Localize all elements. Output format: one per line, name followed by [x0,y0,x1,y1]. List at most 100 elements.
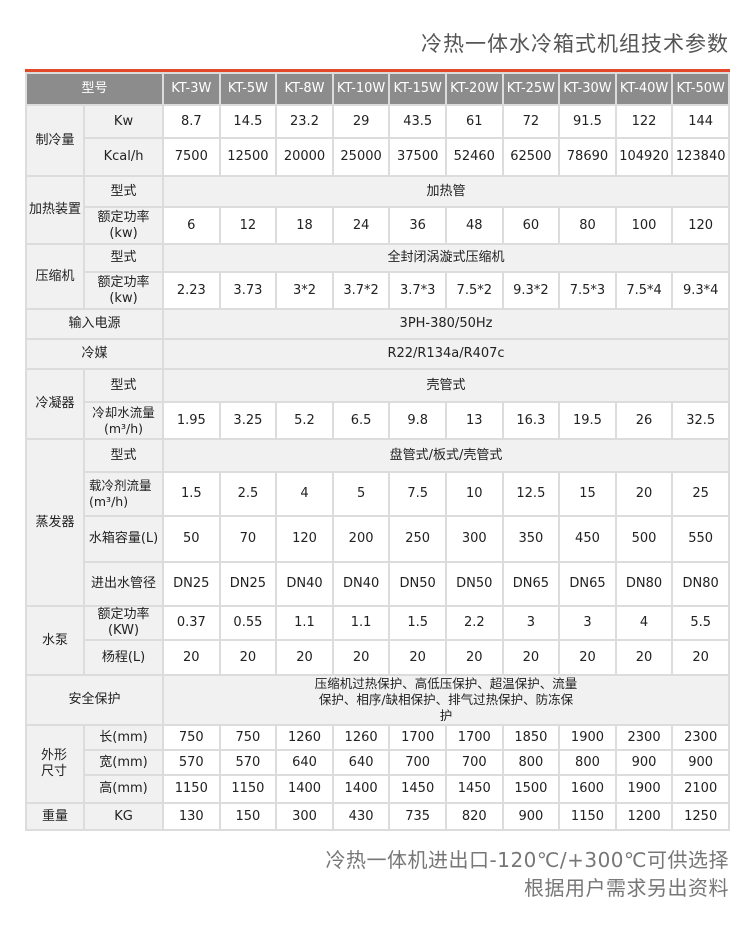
value-cell: 550 [671,515,730,563]
value-cell: 20 [501,639,561,676]
value-cell: 700 [444,749,504,776]
value-cell: 61 [444,104,504,139]
row-label: 进出水管径 [82,561,165,607]
value-cell: 48 [444,206,504,245]
value-cell: 120 [275,515,334,563]
value-cell: DN50 [444,561,504,607]
value-cell: 100 [614,206,674,245]
table-row: 安全保护 压缩机过热保护、高低压保护、超温保护、流量保护、相序/缺相保护、排气过热… [24,674,730,726]
value-cell: 123840 [671,137,730,177]
value-cell: 1850 [501,724,561,751]
value-cell: 2.5 [218,471,278,517]
group-label: 冷凝器 [25,368,85,440]
value-cell: 7500 [162,137,221,177]
value-cell: 1700 [388,724,447,751]
value-cell: 70 [218,515,278,563]
value-cell: DN65 [558,561,617,607]
value-cell: 7.5*2 [444,271,504,310]
value-cell: 20 [671,639,730,676]
value-cell: 900 [614,749,674,776]
value-cell: 24 [331,206,391,245]
table-row: 水泵 额定功率(KW) 0.37 0.55 1.1 1.1 1.5 2.2 3 3 4 5.5 [25,605,730,676]
value-cell: 72 [501,104,561,139]
value-cell: 20 [614,639,674,676]
value-cell: 2300 [614,724,674,751]
row-label: 水箱容量(L) [82,515,165,563]
row-label: 高(mm) [82,774,165,804]
value-cell: 1.1 [275,605,334,641]
value-cell: 60 [501,206,561,245]
value-cell: 1600 [558,774,617,804]
value-cell: 15 [558,471,617,517]
value-cell: 900 [671,749,730,776]
value-cell: 3.73 [218,271,278,310]
row-label: 额定功率(kw) [82,206,165,245]
value-cell: 1400 [275,774,334,804]
row-label: 冷却水流量(m³/h) [82,401,165,440]
value-cell: 7.5*3 [558,271,617,310]
header-model: KT-25W [501,72,561,106]
value-cell: 700 [388,749,447,776]
table-row: 水箱容量(L) 50 70 120 200 250 300 350 450 500 550 [26,515,730,563]
merged-value: R22/R134a/R407c [162,338,730,370]
value-cell: 25000 [331,137,391,177]
value-cell: 14.5 [218,104,278,139]
value-cell: 1.5 [388,605,447,641]
value-cell: 20 [275,639,334,676]
value-cell: 20 [331,639,391,676]
value-cell: 16.3 [501,401,561,440]
value-cell: 5.5 [671,605,730,641]
table-row: 输入电源 3PH-380/50Hz [24,308,730,340]
group-label: 安全保护 [24,674,165,726]
value-cell: 52460 [444,137,504,177]
value-cell: 20 [558,639,617,676]
merged-value: 加热管 [162,175,730,208]
value-cell: 120 [671,206,730,245]
value-cell: 13 [444,401,504,440]
value-cell: 50 [162,515,221,563]
table-row: Kcal/h 7500 12500 20000 25000 37500 52460 62500… [26,137,730,177]
row-label: 型式 [82,368,165,403]
value-cell: 1150 [558,802,617,831]
value-cell: 640 [331,749,391,776]
table-row: 蒸发器 型式 盘管式/板式/壳管式 [25,438,730,607]
value-cell: 12 [218,206,278,245]
group-label: 冷媒 [24,338,165,370]
value-cell: 1400 [331,774,391,804]
value-cell: 32.5 [671,401,730,440]
value-cell: 1.1 [331,605,391,641]
value-cell: 26 [614,401,674,440]
value-cell: 9.8 [388,401,447,440]
header-model: KT-15W [388,72,447,106]
value-cell: 820 [444,802,504,831]
value-cell: 3.7*2 [331,271,391,310]
value-cell: 37500 [388,137,447,177]
value-cell: 80 [558,206,617,245]
merged-value: 壳管式 [162,368,730,403]
value-cell: 250 [388,515,447,563]
table-row: 加热装置 型式 加热管 [25,175,730,245]
row-label: 额定功率(KW) [82,605,165,641]
group-label: 重量 [25,802,85,831]
merged-value: 压缩机过热保护、高低压保护、超温保护、流量保护、相序/缺相保护、排气过热保护、防… [162,674,730,726]
header-model: KT-30W [558,72,617,106]
header-model: KT-5W [218,72,278,106]
row-label: 杨程(L) [82,639,165,676]
value-cell: 5.2 [275,401,334,440]
value-cell: 200 [331,515,391,563]
value-cell: 1450 [444,774,504,804]
value-cell: 350 [501,515,561,563]
value-cell: 1500 [501,774,561,804]
footer-note-2: 根据用户需求另出资料 [524,876,729,900]
value-cell: 1700 [444,724,504,751]
merged-value: 3PH-380/50Hz [162,308,730,340]
value-cell: 5 [331,471,391,517]
value-cell: 144 [671,104,730,139]
table-row: 进出水管径 DN25 DN25 DN40 DN40 DN50 DN50 DN65 DN65 DN8… [26,561,730,607]
row-label: 载冷剂流量(m³/h) [82,471,165,517]
value-cell: 12500 [218,137,278,177]
value-cell: 1260 [275,724,334,751]
value-cell: 20 [218,639,278,676]
value-cell: 2.23 [162,271,221,310]
value-cell: 570 [218,749,278,776]
